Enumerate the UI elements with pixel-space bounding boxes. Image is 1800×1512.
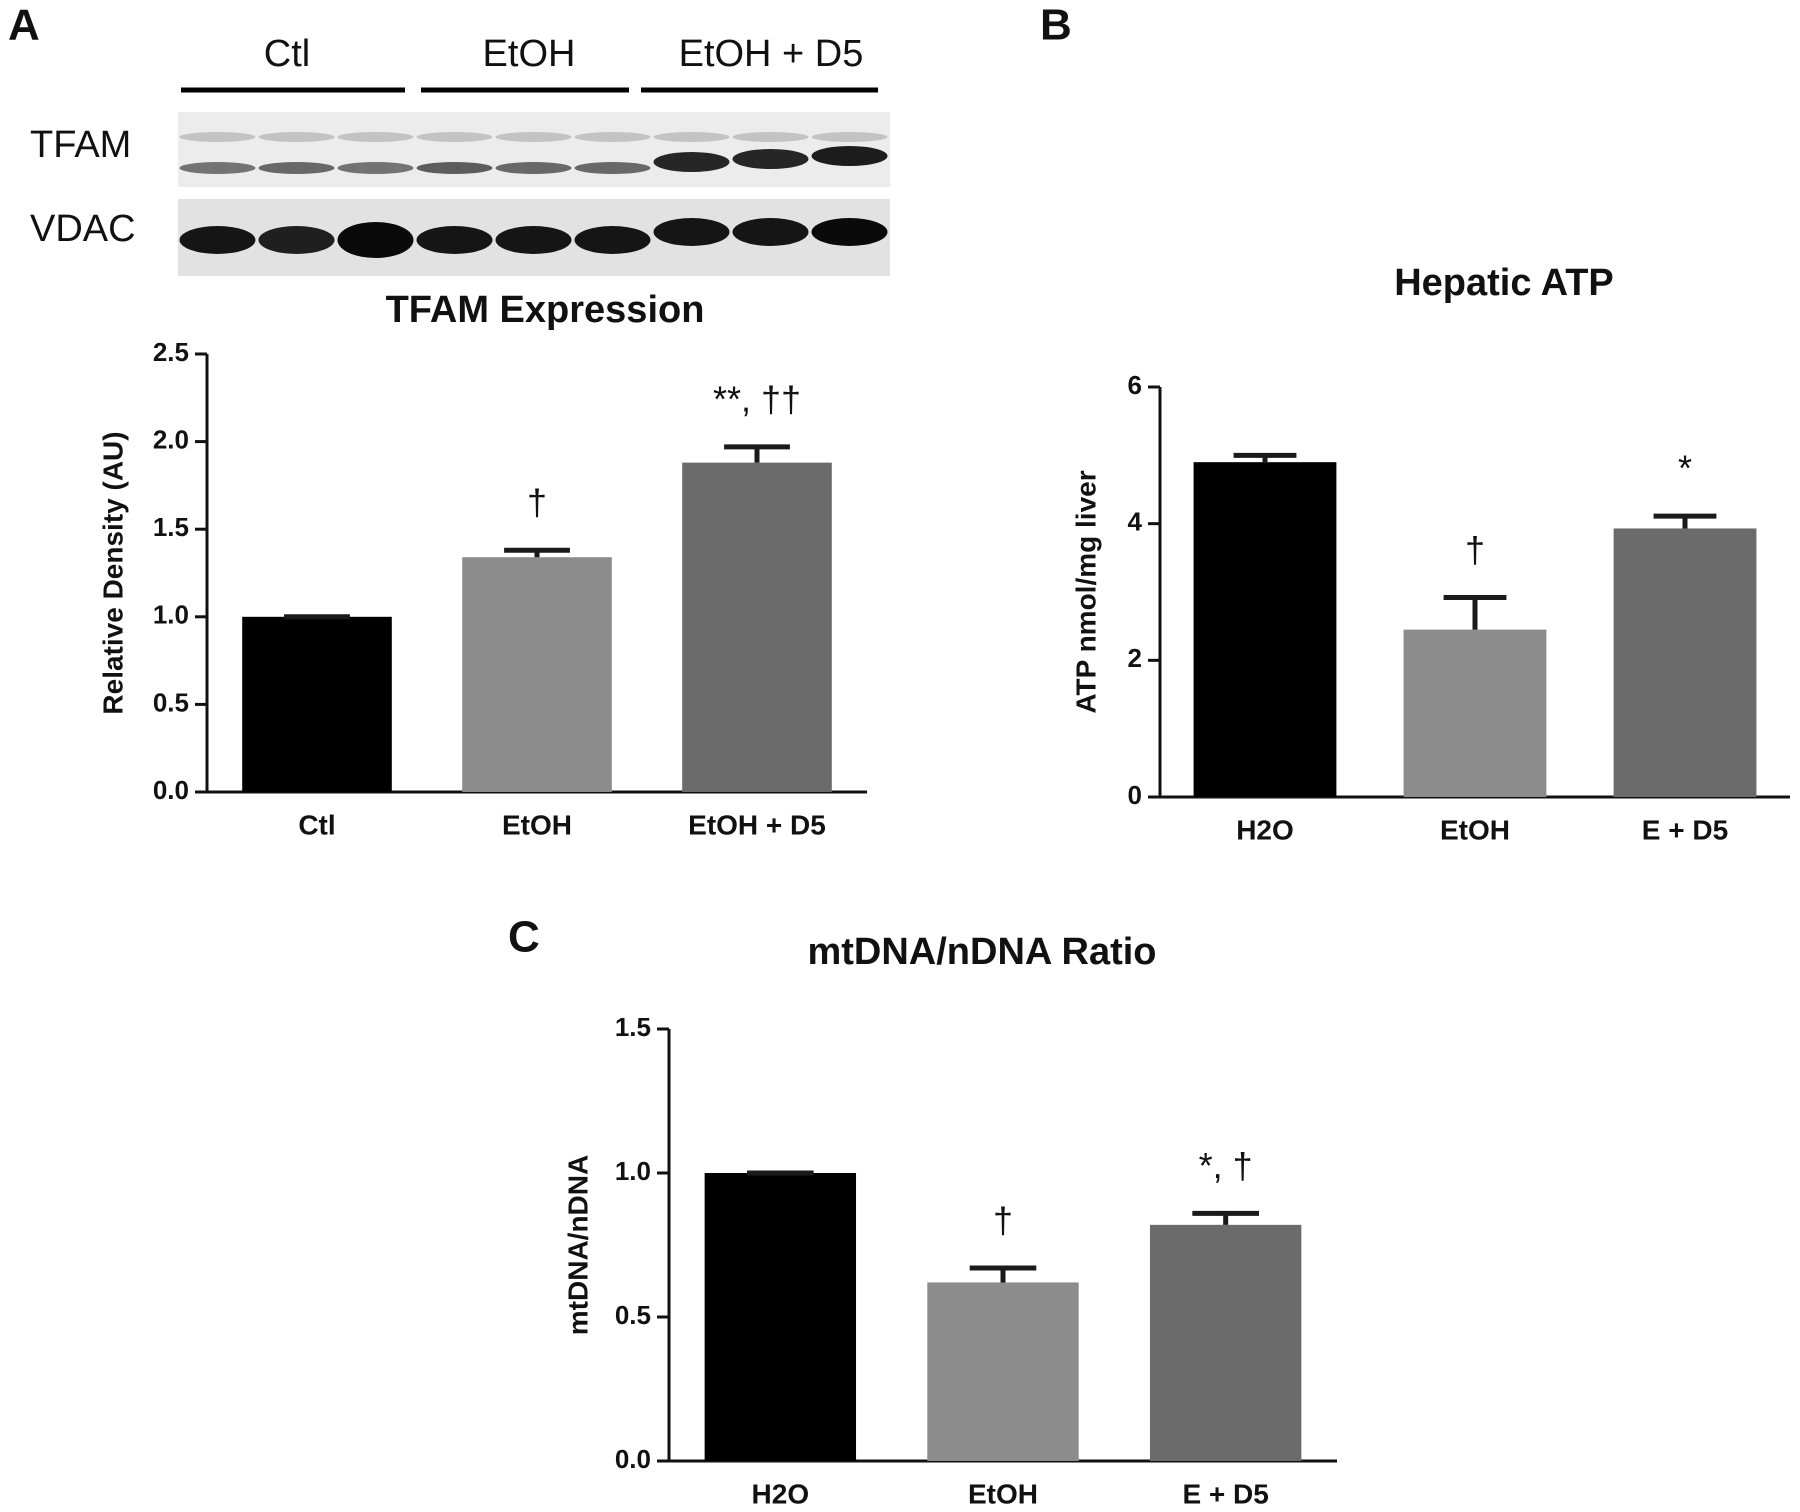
blot-band bbox=[258, 162, 335, 174]
bar bbox=[1403, 629, 1547, 797]
y-tick-label: 1.5 bbox=[153, 512, 189, 542]
error-bar bbox=[1443, 594, 1507, 630]
blot-band bbox=[179, 162, 256, 174]
bar bbox=[1149, 1224, 1302, 1461]
y-tick-label: 0.5 bbox=[153, 687, 189, 717]
panel-letter: B bbox=[1040, 1, 1072, 50]
blot-group-label: EtOH bbox=[483, 33, 576, 75]
x-tick-label: E + D5 bbox=[1182, 1478, 1268, 1509]
blot-band bbox=[732, 149, 809, 169]
blot-band bbox=[811, 132, 888, 142]
blot-row-label: TFAM bbox=[30, 124, 131, 166]
bar bbox=[927, 1282, 1079, 1461]
blot-band bbox=[574, 226, 651, 254]
blot-band bbox=[337, 162, 414, 174]
chart-title: Hepatic ATP bbox=[1394, 262, 1614, 304]
blot-row-label: VDAC bbox=[30, 208, 136, 250]
y-tick-label: 0.0 bbox=[153, 775, 189, 805]
bar bbox=[704, 1173, 857, 1461]
y-axis-label: ATP nmol/mg liver bbox=[1070, 470, 1101, 713]
blot-band bbox=[258, 132, 335, 142]
significance-label: † bbox=[527, 482, 547, 523]
y-tick-label: 0.5 bbox=[615, 1300, 651, 1330]
x-tick-label: H2O bbox=[752, 1478, 810, 1509]
significance-label: * bbox=[1678, 448, 1692, 489]
x-tick-label: EtOH bbox=[502, 809, 572, 840]
y-tick-label: 4 bbox=[1128, 507, 1143, 537]
error-bar bbox=[1192, 1210, 1259, 1225]
blot-band bbox=[495, 162, 572, 174]
error-bar bbox=[969, 1265, 1037, 1283]
chart-title: mtDNA/nDNA Ratio bbox=[807, 931, 1156, 973]
blot-band bbox=[574, 162, 651, 174]
blot-band bbox=[179, 132, 256, 142]
x-tick-label: EtOH bbox=[1440, 814, 1510, 845]
blot-band bbox=[416, 162, 493, 174]
x-tick-label: H2O bbox=[1236, 814, 1294, 845]
blot-band bbox=[732, 218, 809, 246]
panel-letter: A bbox=[8, 1, 40, 50]
y-axis-label: Relative Density (AU) bbox=[97, 431, 128, 714]
blot-band bbox=[574, 132, 651, 142]
y-tick-label: 0.0 bbox=[615, 1444, 651, 1474]
y-tick-label: 1.0 bbox=[153, 600, 189, 630]
bar bbox=[462, 557, 612, 792]
bar bbox=[682, 462, 832, 792]
blot-strip bbox=[178, 112, 890, 187]
significance-label: † bbox=[993, 1200, 1013, 1241]
blot-band bbox=[811, 146, 888, 166]
blot-band bbox=[732, 132, 809, 142]
y-tick-label: 0 bbox=[1128, 780, 1142, 810]
error-bar bbox=[1653, 513, 1717, 529]
error-bar bbox=[504, 547, 570, 558]
bar bbox=[1613, 528, 1757, 797]
blot-band bbox=[179, 226, 256, 254]
blot-band bbox=[337, 222, 414, 258]
y-tick-label: 2.5 bbox=[153, 337, 189, 367]
x-tick-label: EtOH + D5 bbox=[688, 809, 826, 840]
significance-label: **, †† bbox=[713, 378, 801, 419]
blot-band bbox=[495, 226, 572, 254]
blot-band bbox=[495, 132, 572, 142]
blot-band bbox=[337, 132, 414, 142]
x-tick-label: EtOH bbox=[968, 1478, 1038, 1509]
blot-band bbox=[811, 218, 888, 246]
error-bar bbox=[1233, 452, 1297, 463]
blot-group-label: Ctl bbox=[264, 33, 310, 75]
y-axis-label: mtDNA/nDNA bbox=[562, 1155, 593, 1335]
blot-band bbox=[653, 132, 730, 142]
x-tick-label: Ctl bbox=[298, 809, 335, 840]
significance-label: † bbox=[1465, 529, 1485, 570]
y-tick-label: 1.0 bbox=[615, 1156, 651, 1186]
bar bbox=[242, 616, 392, 792]
blot-band bbox=[653, 218, 730, 246]
bar bbox=[1193, 462, 1337, 797]
error-bar bbox=[724, 444, 790, 463]
x-tick-label: E + D5 bbox=[1642, 814, 1728, 845]
chart-title: TFAM Expression bbox=[386, 289, 705, 331]
y-tick-label: 1.5 bbox=[615, 1012, 651, 1042]
y-tick-label: 2 bbox=[1128, 643, 1142, 673]
blot-group-label: EtOH + D5 bbox=[679, 33, 864, 75]
western-blot: Ctl EtOH EtOH + D5 TFAM VDAC bbox=[30, 33, 890, 276]
significance-label: *, † bbox=[1199, 1145, 1253, 1186]
blot-band bbox=[258, 226, 335, 254]
panel-letter: C bbox=[508, 913, 540, 962]
blot-band bbox=[416, 132, 493, 142]
y-tick-label: 2.0 bbox=[153, 424, 189, 454]
blot-band bbox=[653, 152, 730, 172]
y-tick-label: 6 bbox=[1128, 370, 1142, 400]
blot-band bbox=[416, 226, 493, 254]
